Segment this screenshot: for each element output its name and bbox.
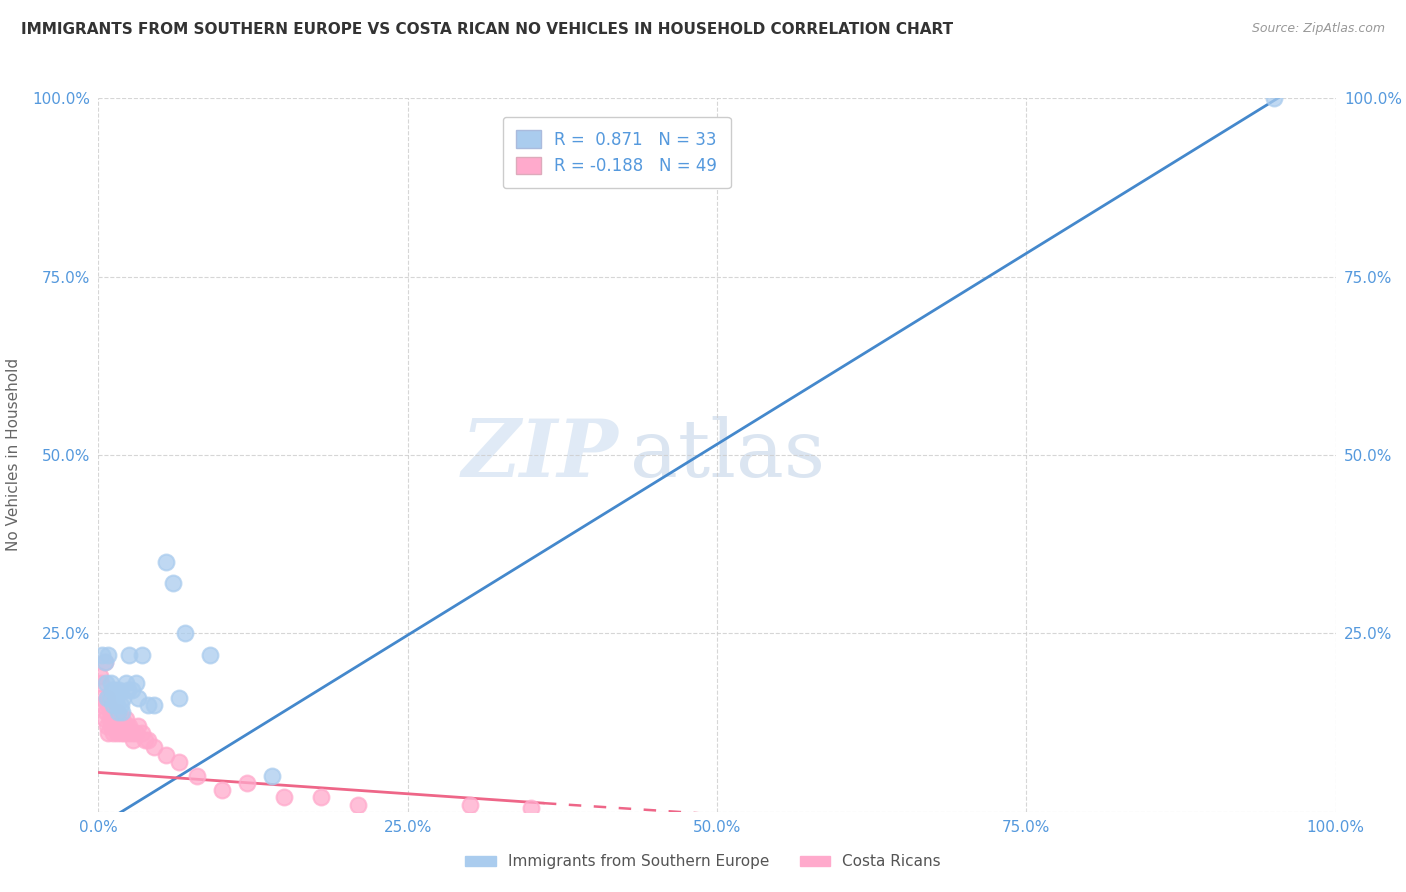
Point xyxy=(93,655,115,669)
Point xyxy=(101,683,124,698)
Y-axis label: No Vehicles in Household: No Vehicles in Household xyxy=(6,359,21,551)
Point xyxy=(103,726,125,740)
Text: Source: ZipAtlas.com: Source: ZipAtlas.com xyxy=(1251,22,1385,36)
Point xyxy=(273,790,295,805)
Text: ZIP: ZIP xyxy=(461,417,619,493)
Point xyxy=(236,776,259,790)
Point xyxy=(117,683,139,698)
Point xyxy=(167,690,190,705)
Point xyxy=(89,669,111,683)
Point xyxy=(94,705,117,719)
Point xyxy=(103,705,125,719)
Point xyxy=(114,676,136,690)
Point xyxy=(103,683,125,698)
Point xyxy=(134,733,156,747)
Point xyxy=(96,690,118,705)
Point xyxy=(115,719,138,733)
Point xyxy=(112,719,135,733)
Point xyxy=(110,726,132,740)
Point xyxy=(105,698,128,712)
Point xyxy=(97,698,120,712)
Point xyxy=(103,712,125,726)
Point xyxy=(100,676,122,690)
Point xyxy=(155,555,177,569)
Point xyxy=(347,797,370,812)
Point xyxy=(91,648,114,662)
Point xyxy=(127,690,149,705)
Point xyxy=(93,712,115,726)
Point xyxy=(167,755,190,769)
Point xyxy=(94,676,117,690)
Point xyxy=(107,705,129,719)
Point xyxy=(121,683,143,698)
Point xyxy=(93,698,115,712)
Point xyxy=(131,648,153,662)
Point xyxy=(211,783,233,797)
Point xyxy=(143,740,166,755)
Point xyxy=(124,676,146,690)
Text: atlas: atlas xyxy=(630,416,825,494)
Point xyxy=(96,719,118,733)
Point xyxy=(162,576,184,591)
Point xyxy=(131,726,153,740)
Point xyxy=(186,769,208,783)
Point xyxy=(100,705,122,719)
Point xyxy=(118,719,141,733)
Point xyxy=(110,698,132,712)
Point xyxy=(107,712,129,726)
Point xyxy=(108,683,131,698)
Point xyxy=(122,733,145,747)
Point xyxy=(105,705,128,719)
Point xyxy=(98,690,121,705)
Legend: Immigrants from Southern Europe, Costa Ricans: Immigrants from Southern Europe, Costa R… xyxy=(458,848,948,875)
Point xyxy=(520,801,543,815)
Point xyxy=(124,726,146,740)
Point xyxy=(103,698,125,712)
Point xyxy=(98,712,121,726)
Point xyxy=(1263,91,1285,105)
Point xyxy=(174,626,197,640)
Point xyxy=(111,712,134,726)
Point xyxy=(114,712,136,726)
Point xyxy=(100,719,122,733)
Point xyxy=(104,690,127,705)
Point xyxy=(105,726,128,740)
Legend: R =  0.871   N = 33, R = -0.188   N = 49: R = 0.871 N = 33, R = -0.188 N = 49 xyxy=(503,117,731,188)
Point xyxy=(143,698,166,712)
Point xyxy=(260,769,283,783)
Point xyxy=(136,733,159,747)
Point xyxy=(112,726,135,740)
Text: IMMIGRANTS FROM SOUTHERN EUROPE VS COSTA RICAN NO VEHICLES IN HOUSEHOLD CORRELAT: IMMIGRANTS FROM SOUTHERN EUROPE VS COSTA… xyxy=(21,22,953,37)
Point xyxy=(101,712,124,726)
Point xyxy=(97,648,120,662)
Point xyxy=(155,747,177,762)
Point xyxy=(127,719,149,733)
Point xyxy=(104,719,127,733)
Point xyxy=(96,690,118,705)
Point xyxy=(91,690,114,705)
Point xyxy=(117,726,139,740)
Point xyxy=(90,676,112,690)
Point xyxy=(97,726,120,740)
Point xyxy=(118,648,141,662)
Point xyxy=(121,726,143,740)
Point xyxy=(108,719,131,733)
Point xyxy=(112,690,135,705)
Point xyxy=(136,698,159,712)
Point xyxy=(93,655,115,669)
Point xyxy=(309,790,332,805)
Point xyxy=(198,648,221,662)
Point xyxy=(458,797,481,812)
Point xyxy=(111,705,134,719)
